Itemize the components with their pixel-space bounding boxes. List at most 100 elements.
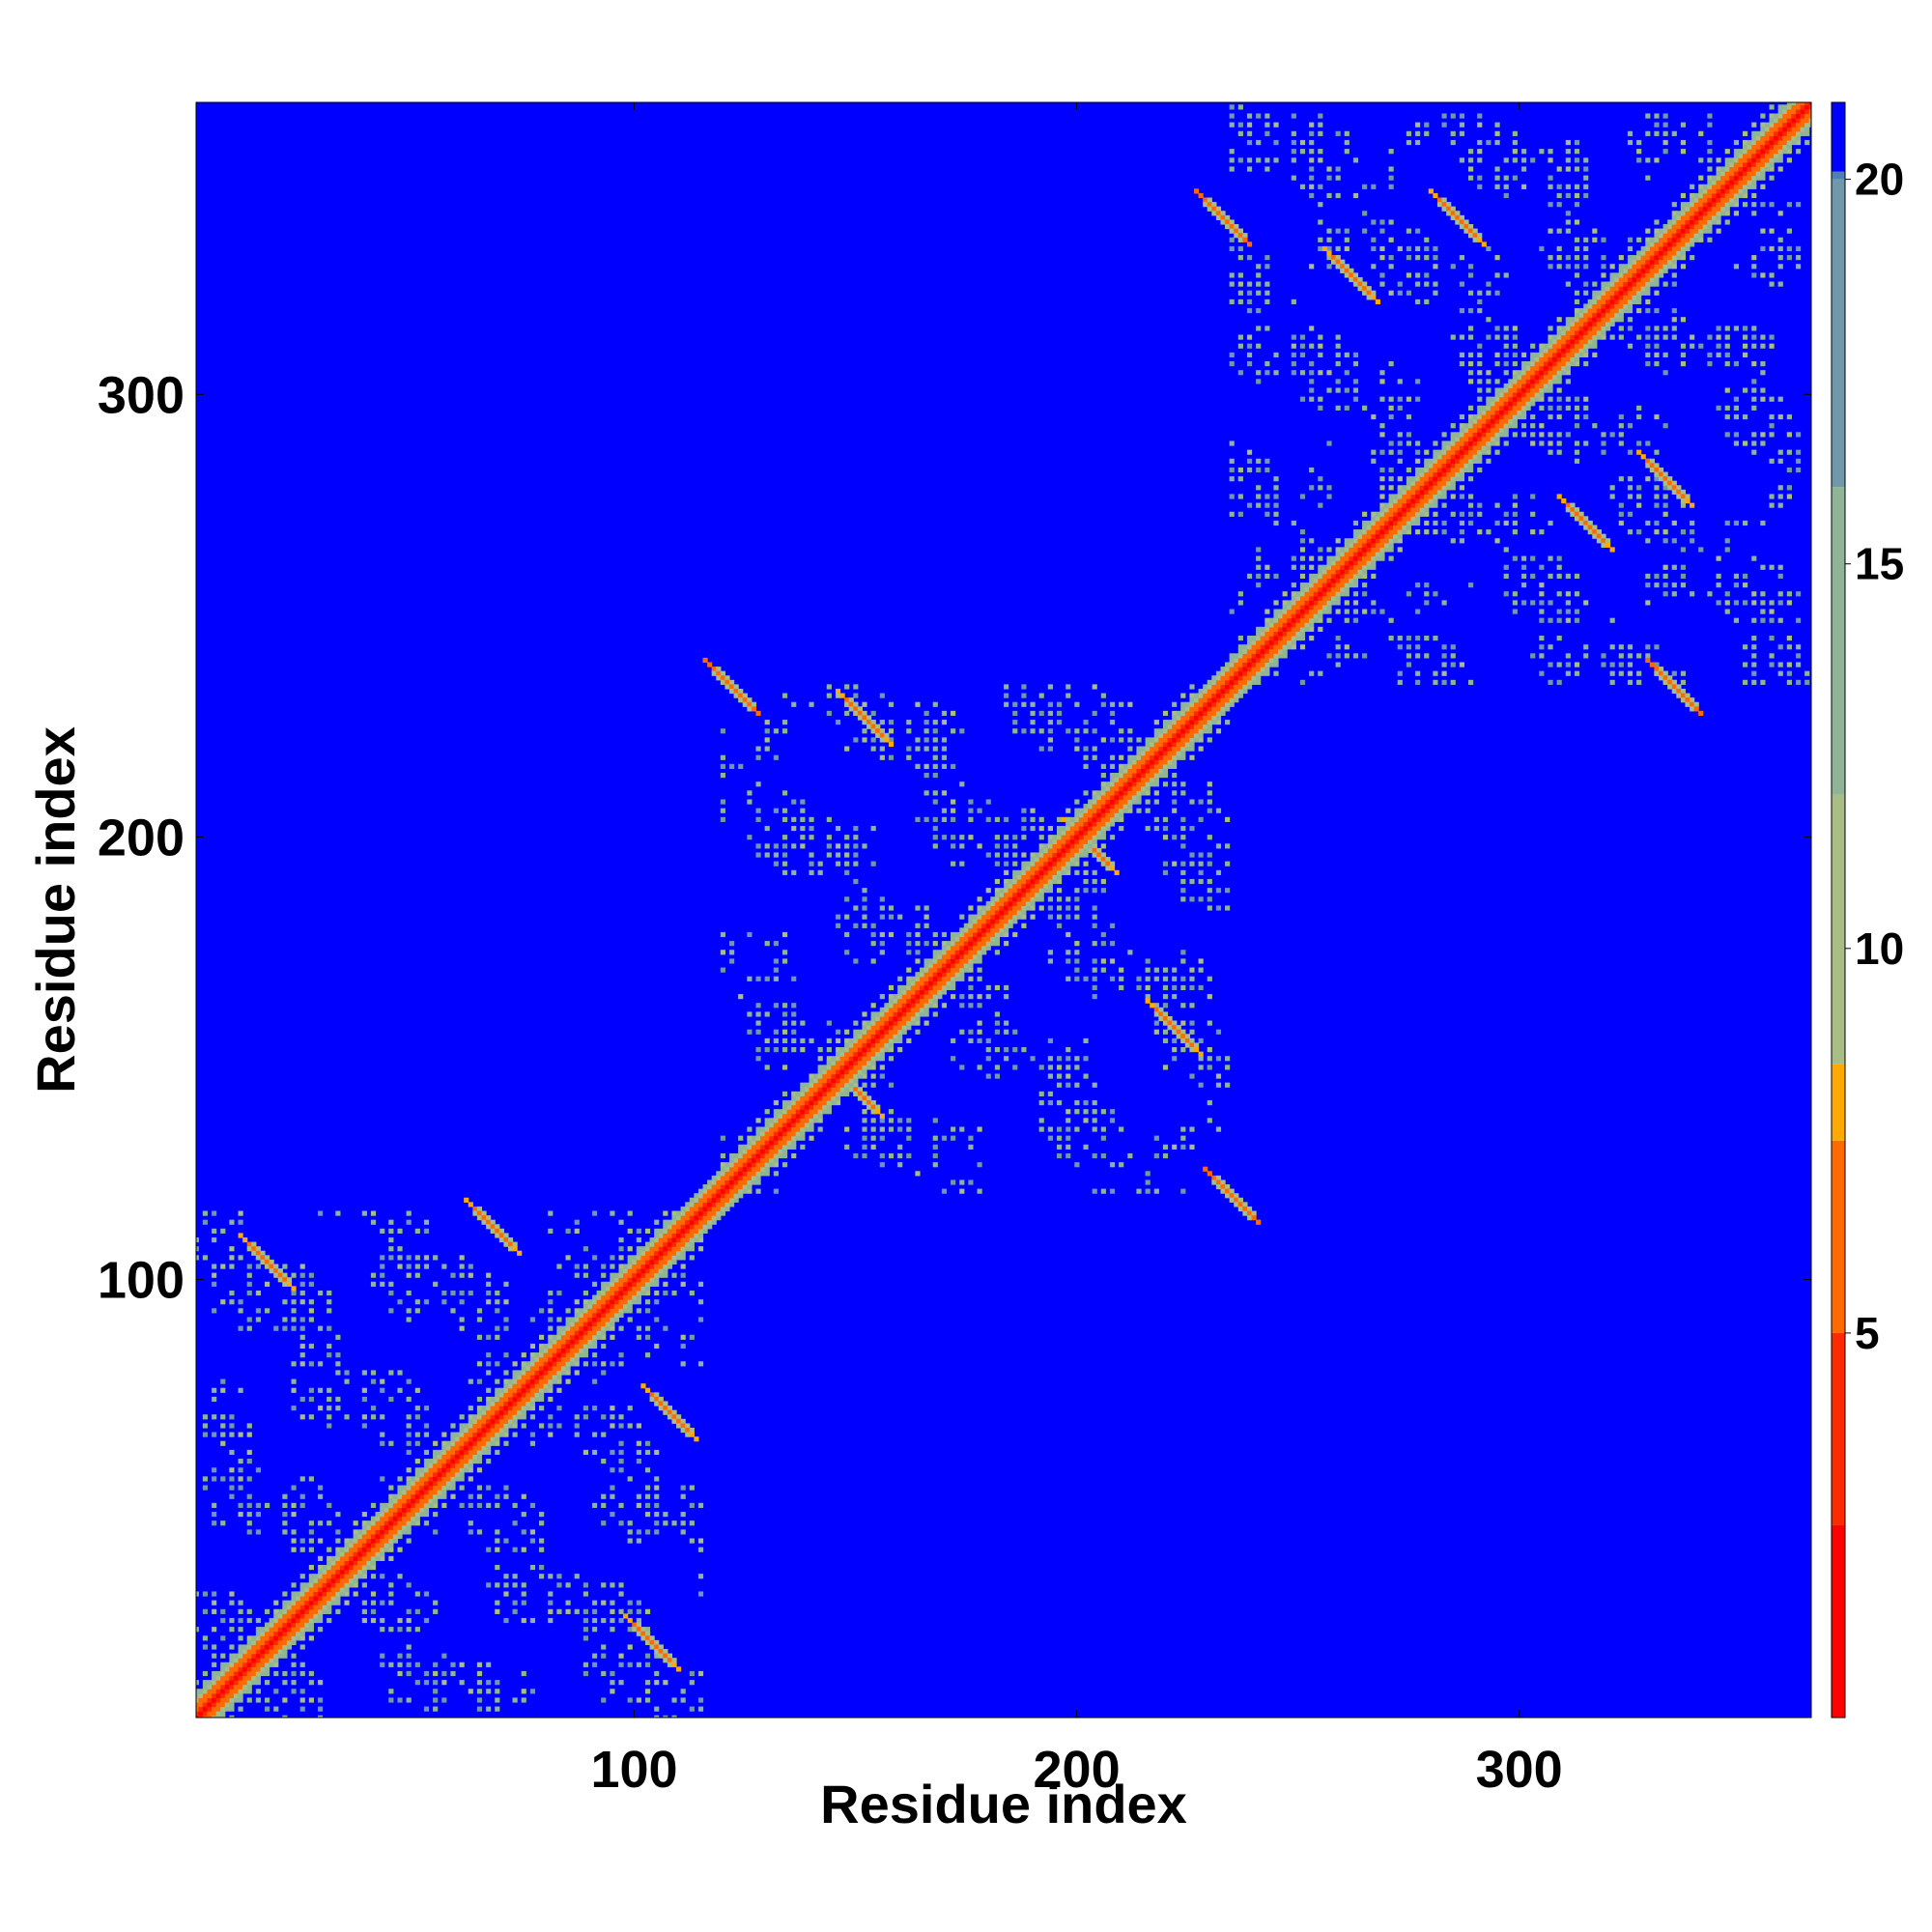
- heatmap-cell: [1291, 564, 1296, 570]
- heatmap-cell: [618, 1236, 624, 1243]
- diagonal-cell: [269, 1653, 274, 1659]
- heatmap-cell: [1477, 511, 1483, 517]
- diagonal-cell: [229, 1666, 235, 1672]
- heatmap-cell: [591, 1406, 598, 1411]
- contact-streak-halo: [490, 1219, 496, 1225]
- heatmap-cell: [951, 1135, 956, 1141]
- heatmap-cell: [1207, 1047, 1212, 1053]
- contact-streak-halo: [255, 1255, 262, 1261]
- heatmap-cell: [1503, 343, 1509, 349]
- heatmap-cell: [397, 1299, 403, 1305]
- heatmap-cell: [1180, 816, 1186, 822]
- heatmap-cell: [951, 1179, 956, 1185]
- heatmap-cell: [644, 1352, 651, 1358]
- heatmap-cell: [327, 1308, 332, 1314]
- diagonal-cell: [246, 1670, 252, 1677]
- heatmap-cell: [1162, 835, 1169, 840]
- heatmap-cell: [388, 1697, 394, 1703]
- contact-streak: [867, 720, 872, 725]
- heatmap-cell: [1299, 564, 1306, 570]
- heatmap-cell: [1548, 432, 1553, 438]
- heatmap-cell: [582, 1264, 588, 1269]
- heatmap-cell: [476, 1662, 483, 1667]
- heatmap-cell: [1556, 449, 1562, 455]
- heatmap-cell: [282, 1493, 288, 1499]
- heatmap-cell: [486, 1459, 492, 1464]
- contact-streak-halo: [1459, 214, 1464, 220]
- heatmap-cell: [1246, 308, 1253, 314]
- heatmap-cell: [1083, 1109, 1089, 1115]
- heatmap-cell: [738, 1135, 744, 1141]
- heatmap-cell: [1092, 684, 1097, 690]
- diagonal-cell: [339, 1569, 346, 1575]
- heatmap-cell: [1769, 202, 1775, 208]
- heatmap-cell: [229, 1493, 235, 1499]
- heatmap-cell: [853, 843, 859, 849]
- heatmap-cell: [1777, 264, 1783, 270]
- heatmap-cell: [1237, 467, 1243, 473]
- heatmap-cell: [1246, 290, 1253, 296]
- heatmap-cell: [388, 1281, 394, 1287]
- contact-streak-halo: [1215, 1184, 1222, 1190]
- contact-streak-halo: [848, 706, 854, 712]
- heatmap-cell: [764, 852, 770, 858]
- heatmap-cell: [308, 1414, 314, 1420]
- heatmap-cell: [1618, 670, 1624, 676]
- heatmap-cell: [888, 1109, 895, 1115]
- heatmap-cell: [229, 1264, 235, 1269]
- heatmap-cell: [1344, 538, 1350, 544]
- heatmap-cell: [1083, 763, 1089, 770]
- diagonal-cell: [370, 1551, 377, 1557]
- contact-streak: [1698, 710, 1704, 717]
- heatmap-cell: [994, 941, 1001, 947]
- heatmap-cell: [1645, 600, 1651, 606]
- heatmap-cell: [906, 1152, 912, 1159]
- contact-streak-halo: [844, 701, 850, 707]
- heatmap-cell: [1539, 343, 1545, 349]
- heatmap-cell: [1335, 644, 1341, 650]
- heatmap-cell: [781, 1065, 788, 1070]
- heatmap-cell: [932, 1003, 938, 1009]
- heatmap-cell: [1583, 405, 1589, 411]
- heatmap-cell: [495, 1308, 500, 1314]
- heatmap-cell: [826, 693, 832, 698]
- heatmap-cell: [610, 1670, 615, 1677]
- heatmap-cell: [1512, 175, 1518, 181]
- heatmap-cell: [1309, 360, 1315, 367]
- contact-streak-halo: [724, 684, 730, 690]
- heatmap-cell: [433, 1511, 439, 1518]
- diagonal-cell: [212, 1715, 217, 1718]
- heatmap-cell: [1494, 360, 1500, 367]
- contact-streak-halo: [1366, 295, 1372, 300]
- heatmap-cell: [1459, 308, 1464, 314]
- diagonal-cell: [215, 1689, 221, 1694]
- heatmap-cell: [1627, 423, 1634, 429]
- heatmap-cell: [299, 1414, 305, 1420]
- contact-streak-halo: [870, 1099, 876, 1106]
- heatmap-cell: [1388, 485, 1394, 491]
- heatmap-cell: [1198, 816, 1204, 822]
- heatmap-cell: [1379, 379, 1385, 384]
- diagonal-cell: [198, 1701, 204, 1708]
- heatmap-cell: [1136, 746, 1142, 752]
- heatmap-cell: [1047, 896, 1053, 902]
- diagonal-cell: [255, 1631, 262, 1636]
- heatmap-cell: [853, 737, 859, 743]
- heatmap-cell: [1371, 184, 1377, 189]
- heatmap-cell: [406, 1617, 412, 1624]
- diagonal-cell: [212, 1701, 217, 1708]
- diagonal-cell: [260, 1627, 266, 1633]
- heatmap-cell: [539, 1308, 545, 1314]
- heatmap-cell: [888, 1047, 895, 1053]
- heatmap-cell: [361, 1617, 367, 1624]
- heatmap-cell: [1172, 835, 1178, 840]
- heatmap-cell: [344, 1600, 350, 1605]
- heatmap-cell: [1503, 175, 1509, 181]
- heatmap-cell: [1716, 352, 1721, 357]
- heatmap-cell: [548, 1308, 554, 1314]
- diagonal-cell: [339, 1582, 346, 1588]
- heatmap-cell: [791, 1020, 797, 1026]
- diagonal-cell: [251, 1670, 257, 1677]
- heatmap-cell: [1237, 370, 1243, 376]
- heatmap-cell: [680, 1511, 686, 1518]
